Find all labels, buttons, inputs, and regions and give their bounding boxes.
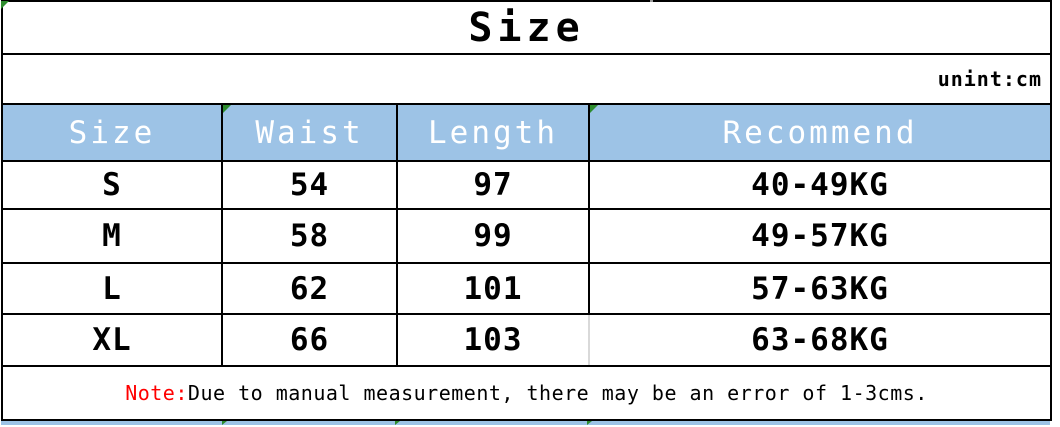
table-row-xl: XL 66 103 63-68KG bbox=[1, 313, 1053, 367]
cell-recommend: 49-57KG bbox=[587, 208, 1053, 264]
cell-waist: 54 bbox=[221, 160, 398, 210]
next-table-row-sliver bbox=[1, 421, 1050, 425]
note-text: Due to manual measurement, there may be … bbox=[187, 381, 928, 405]
cell-size: M bbox=[1, 208, 223, 264]
header-label-length: Length bbox=[428, 114, 558, 151]
header-label-size: Size bbox=[68, 114, 156, 151]
header-cell-size: Size bbox=[1, 103, 223, 162]
cell-corner-marker-icon bbox=[395, 421, 400, 425]
header-cell-recommend: Recommend bbox=[587, 103, 1053, 162]
cell-waist: 66 bbox=[221, 313, 398, 367]
cell-corner-marker-icon bbox=[587, 421, 592, 425]
table-row-s: S 54 97 40-49KG bbox=[1, 160, 1053, 210]
unit-row: unint:cm bbox=[0, 53, 1053, 105]
note-row: Note:Due to manual measurement, there ma… bbox=[0, 365, 1053, 421]
header-label-recommend: Recommend bbox=[722, 114, 918, 151]
cell-recommend: 57-63KG bbox=[587, 262, 1053, 315]
note-prefix: Note: bbox=[125, 381, 188, 405]
top-grid-tick bbox=[650, 0, 653, 2]
table-header-row: Size Waist Length Recommend bbox=[1, 103, 1053, 162]
cell-length: 103 bbox=[396, 313, 590, 367]
header-cell-waist: Waist bbox=[221, 103, 398, 162]
cell-corner-marker-icon bbox=[222, 421, 227, 425]
cell-size: S bbox=[1, 160, 223, 210]
cell-corner-marker-icon bbox=[224, 106, 231, 113]
cell-waist: 58 bbox=[221, 208, 398, 264]
cell-size: L bbox=[1, 262, 223, 315]
cell-corner-marker-icon bbox=[591, 106, 598, 113]
title-row: Size bbox=[0, 0, 1053, 55]
cell-length: 99 bbox=[396, 208, 590, 264]
table-row-l: L 62 101 57-63KG bbox=[1, 262, 1053, 315]
cell-recommend: 40-49KG bbox=[587, 160, 1053, 210]
page-title: Size bbox=[0, 0, 1053, 55]
unit-label: unint:cm bbox=[0, 53, 1053, 105]
cell-length: 97 bbox=[396, 160, 590, 210]
header-label-waist: Waist bbox=[255, 114, 364, 151]
measurement-note: Note:Due to manual measurement, there ma… bbox=[0, 365, 1053, 421]
cell-size: XL bbox=[1, 313, 223, 367]
sheet-corner-marker-icon bbox=[1, 1, 9, 9]
cell-length: 101 bbox=[396, 262, 590, 315]
cell-waist: 62 bbox=[221, 262, 398, 315]
size-table: Size unint:cm Size Waist Length Recommen… bbox=[0, 0, 1053, 421]
header-cell-length: Length bbox=[396, 103, 590, 162]
table-row-m: M 58 99 49-57KG bbox=[1, 208, 1053, 264]
cell-recommend: 63-68KG bbox=[587, 313, 1053, 367]
